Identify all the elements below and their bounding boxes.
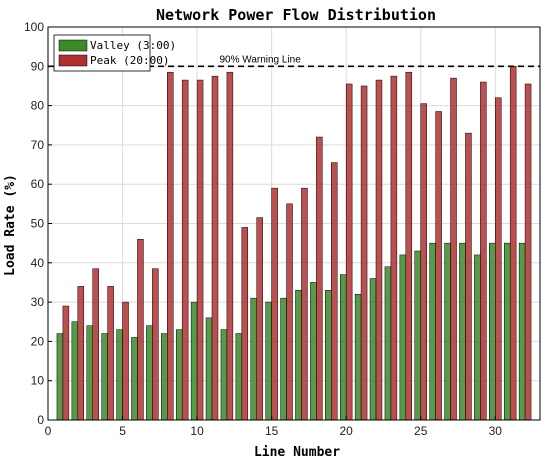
- bar-peak: [345, 83, 353, 421]
- x-ticks: 0 5 10 15 20 25 30: [45, 416, 503, 438]
- bar-peak: [226, 71, 234, 421]
- bar-valley: [414, 250, 421, 421]
- bar-peak: [450, 77, 457, 421]
- bar-peak: [509, 66, 517, 421]
- bar-peak: [122, 301, 129, 421]
- bar-valley: [71, 321, 79, 421]
- bar-peak: [107, 286, 114, 421]
- bar-peak: [331, 162, 338, 421]
- x-axis-label: Line Number: [254, 445, 340, 460]
- y-tick-label: 70: [31, 138, 45, 152]
- bar-valley: [474, 254, 481, 421]
- y-tick-label: 100: [24, 20, 44, 34]
- bar-valley: [429, 242, 436, 421]
- legend-label: Valley (3:00): [90, 39, 176, 52]
- bar-peak: [390, 75, 398, 421]
- y-tick-label: 50: [31, 217, 45, 231]
- bar-peak: [480, 81, 487, 421]
- bar-peak: [256, 217, 263, 421]
- bar-peak: [316, 136, 323, 421]
- bar-peak: [271, 187, 278, 421]
- y-tick-label: 20: [31, 334, 45, 348]
- bar-valley: [250, 297, 257, 421]
- y-tick-label: 80: [31, 99, 45, 113]
- y-axis-label: Load Rate (%): [3, 174, 18, 276]
- y-tick-label: 90: [31, 59, 45, 73]
- bar-valley: [369, 278, 377, 421]
- bar-peak: [196, 79, 204, 421]
- bar-peak: [465, 132, 472, 421]
- bar-valley: [280, 297, 287, 421]
- bar-peak: [152, 268, 159, 421]
- bar-valley: [116, 329, 123, 421]
- bar-valley: [131, 337, 138, 421]
- bar-peak: [62, 305, 70, 421]
- y-tick-label: 40: [31, 256, 45, 270]
- bar-valley: [503, 242, 511, 421]
- bar-valley: [190, 301, 198, 421]
- bar-peak: [181, 79, 189, 421]
- x-tick-label: 20: [340, 424, 354, 438]
- y-tick-label: 30: [31, 295, 45, 309]
- bar-peak: [435, 111, 442, 421]
- bar-peak: [405, 71, 413, 421]
- bar-valley: [354, 293, 362, 421]
- bar-peak: [92, 268, 99, 421]
- y-tick-label: 0: [37, 413, 44, 427]
- x-tick-label: 30: [489, 424, 503, 438]
- bar-peak: [137, 238, 144, 421]
- bar-valley: [518, 242, 526, 421]
- bar-peak: [286, 203, 293, 421]
- bar-valley: [56, 333, 64, 421]
- bar-peak: [167, 71, 174, 421]
- bar-valley: [384, 266, 392, 421]
- bar-valley: [265, 301, 272, 421]
- bar-valley: [325, 290, 332, 421]
- bar-valley: [146, 325, 153, 421]
- bar-peak: [241, 227, 249, 421]
- bar-valley: [339, 274, 347, 421]
- bar-valley: [235, 333, 243, 421]
- warning-line-label: 90% Warning Line: [219, 54, 301, 65]
- bar-peak: [495, 97, 502, 421]
- bar-peak: [375, 79, 383, 421]
- legend: Valley (3:00) Peak (20:00): [53, 34, 176, 72]
- legend-swatch: [58, 39, 88, 52]
- bar-valley: [444, 242, 451, 421]
- bar-valley: [86, 325, 93, 421]
- bar-valley: [161, 333, 168, 421]
- bar-valley: [175, 329, 183, 421]
- x-tick-label: 25: [414, 424, 428, 438]
- bar-peak: [360, 85, 368, 421]
- legend-swatch: [58, 54, 88, 67]
- bar-peak: [211, 75, 219, 421]
- bar-peak: [301, 187, 308, 421]
- bar-valley: [295, 290, 302, 421]
- x-tick-label: 0: [45, 424, 52, 438]
- bar-valley: [220, 329, 228, 421]
- bar-valley: [310, 282, 317, 421]
- bar-peak: [524, 83, 532, 421]
- bar-valley: [205, 317, 213, 421]
- bars: [56, 66, 532, 421]
- legend-label: Peak (20:00): [90, 54, 169, 67]
- y-tick-label: 60: [31, 177, 45, 191]
- y-tick-label: 10: [31, 374, 45, 388]
- x-tick-label: 15: [265, 424, 279, 438]
- bar-peak: [420, 103, 427, 421]
- x-tick-label: 5: [119, 424, 126, 438]
- bar-valley: [459, 242, 466, 421]
- y-ticks: 0 10 20 30 40 50 60 70 80 90 100: [24, 20, 52, 427]
- bar-valley: [489, 242, 496, 421]
- bar-valley: [101, 333, 108, 421]
- bar-peak: [77, 286, 85, 421]
- chart-title: Network Power Flow Distribution: [156, 6, 436, 24]
- bar-valley: [399, 254, 407, 421]
- x-tick-label: 10: [190, 424, 204, 438]
